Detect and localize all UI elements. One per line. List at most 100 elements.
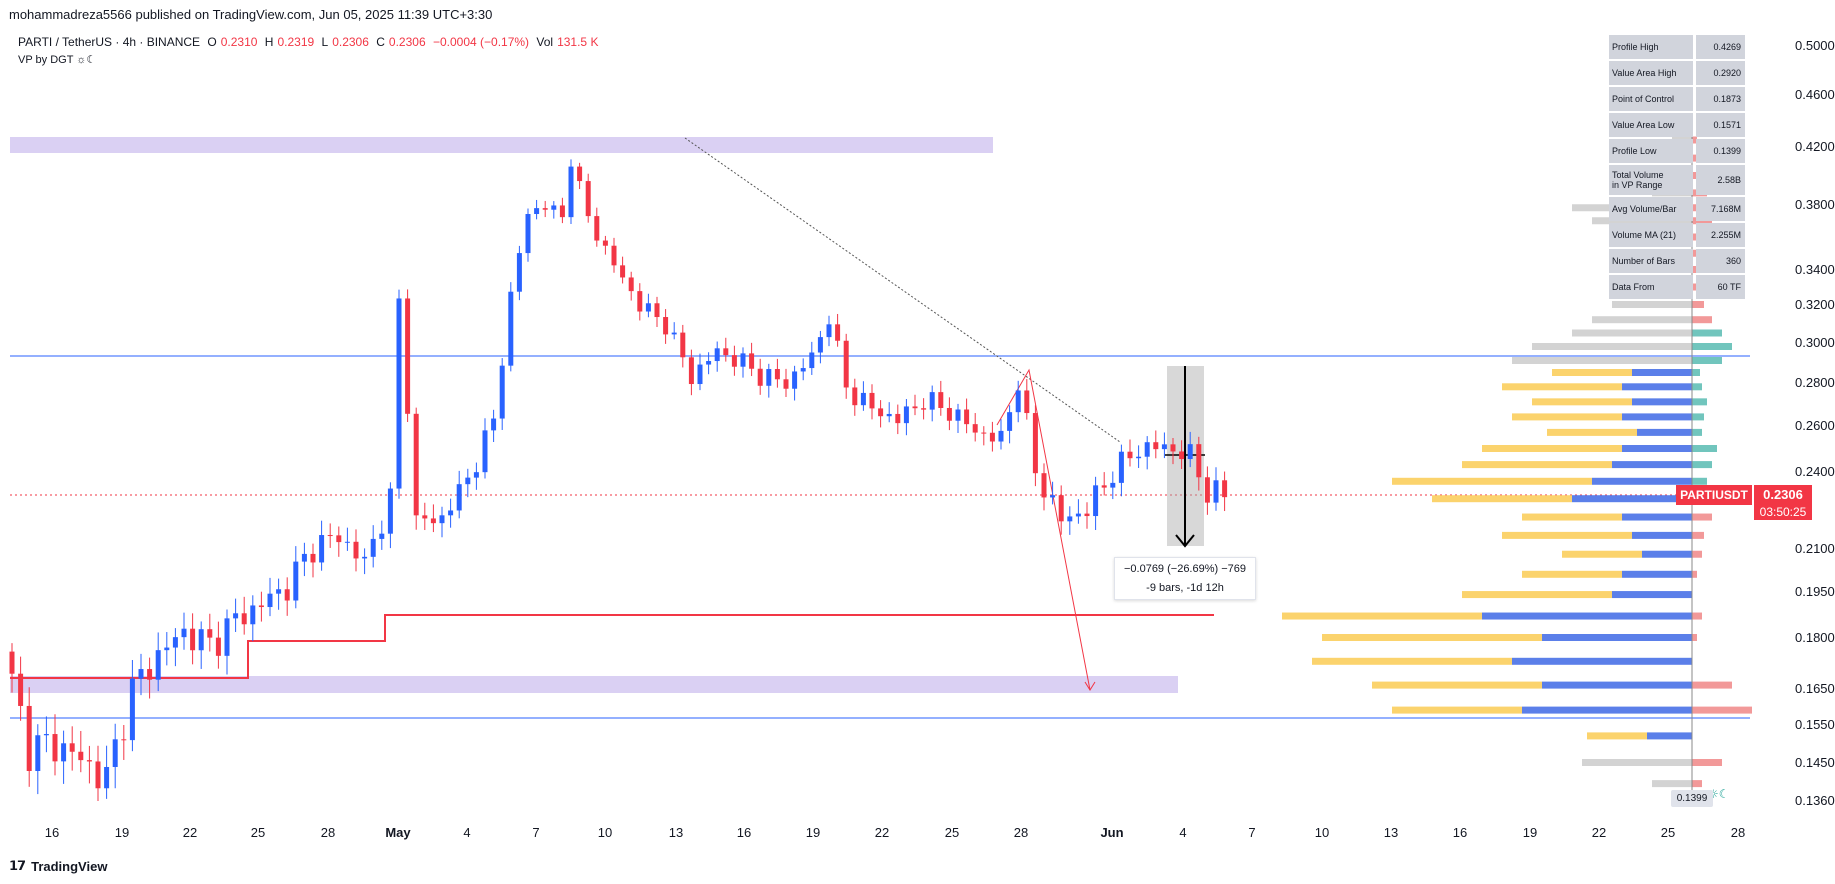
candle-body bbox=[620, 265, 626, 278]
candle-body bbox=[972, 424, 978, 433]
x-tick-label: 22 bbox=[875, 825, 889, 840]
vp-bar-yellow bbox=[1502, 383, 1622, 391]
candle-body bbox=[86, 760, 92, 762]
vp-bar-yellow bbox=[1462, 461, 1612, 469]
candle-body bbox=[9, 651, 15, 674]
x-tick-label: 28 bbox=[1014, 825, 1028, 840]
candle-body bbox=[413, 413, 419, 516]
vp-bar-blue bbox=[1622, 413, 1692, 421]
footer-text: TradingView bbox=[31, 858, 108, 874]
stat-row: Data From 60 TF bbox=[1609, 275, 1745, 299]
y-tick-label: 0.1360 bbox=[1795, 793, 1835, 808]
vp-bar-yellow bbox=[1552, 369, 1632, 376]
candle-body bbox=[929, 392, 935, 410]
candle-body bbox=[258, 605, 264, 608]
candle-body bbox=[895, 413, 901, 424]
candle-body bbox=[1084, 513, 1090, 517]
candle-body bbox=[215, 637, 221, 656]
x-tick-label: 7 bbox=[1248, 825, 1255, 840]
candle-body bbox=[284, 589, 290, 601]
x-tick-label: 22 bbox=[183, 825, 197, 840]
candle-body bbox=[628, 277, 634, 292]
stat-value: 0.1873 bbox=[1696, 87, 1745, 111]
high-label: H bbox=[264, 35, 274, 49]
candle-body bbox=[1213, 480, 1219, 503]
vp-bar-right bbox=[1692, 136, 1697, 144]
candle-body bbox=[310, 553, 316, 563]
x-tick-label: 19 bbox=[806, 825, 820, 840]
candle-body bbox=[198, 629, 204, 651]
candle-body bbox=[18, 673, 24, 706]
measure-tooltip: −0.0769 (−26.69%) −769 -9 bars, -1d 12h bbox=[1114, 557, 1256, 600]
candle-body bbox=[611, 245, 617, 266]
candle-body bbox=[439, 515, 445, 524]
candle-body bbox=[473, 472, 479, 478]
candle-body bbox=[293, 561, 299, 601]
vp-bar-blue bbox=[1612, 591, 1692, 599]
vp-bar-blue bbox=[1512, 657, 1692, 665]
candle-body bbox=[869, 392, 875, 409]
stat-key: Profile Low bbox=[1609, 139, 1693, 163]
candle-body bbox=[1196, 444, 1202, 478]
candle-body bbox=[1007, 412, 1013, 431]
stat-value: 0.1571 bbox=[1696, 113, 1745, 137]
stat-value: 360 bbox=[1696, 249, 1745, 273]
vp-bar-yellow bbox=[1282, 612, 1482, 620]
candle-body bbox=[241, 613, 247, 625]
y-tick-label: 0.5000 bbox=[1795, 38, 1835, 53]
vp-bar-blue bbox=[1622, 383, 1692, 391]
candle-body bbox=[585, 181, 591, 217]
vp-low-label: 0.1399 bbox=[1671, 790, 1713, 807]
vp-bar-right bbox=[1692, 301, 1704, 308]
vp-bar-right bbox=[1692, 477, 1707, 485]
candle-body bbox=[637, 291, 643, 312]
y-tick-label: 0.4600 bbox=[1795, 87, 1835, 102]
vp-bar-yellow bbox=[1372, 681, 1542, 689]
vp-bar-right bbox=[1692, 681, 1732, 689]
candle-body bbox=[344, 541, 350, 543]
x-tick-label: Jun bbox=[1100, 825, 1123, 840]
candle-body bbox=[826, 324, 832, 338]
candle-body bbox=[680, 332, 686, 358]
vp-bar-gray bbox=[1592, 316, 1692, 324]
vp-bar-right bbox=[1692, 428, 1702, 436]
x-tick-label: 7 bbox=[532, 825, 539, 840]
candle-body bbox=[706, 361, 712, 365]
x-tick-label: 28 bbox=[321, 825, 335, 840]
candle-body bbox=[26, 705, 32, 772]
candle-body bbox=[1067, 516, 1073, 522]
candle-body bbox=[1161, 444, 1167, 450]
footer-brand[interactable]: 𝟭𝟳 TradingView bbox=[9, 858, 107, 874]
candle-body bbox=[843, 340, 849, 388]
candle-body bbox=[525, 214, 531, 254]
candle-body bbox=[1170, 444, 1176, 452]
vp-bar-right bbox=[1692, 461, 1712, 469]
red-step-line bbox=[10, 614, 1214, 679]
vp-bar-blue bbox=[1647, 732, 1692, 740]
vp-bar-right bbox=[1692, 398, 1707, 406]
candle-body bbox=[1024, 390, 1030, 414]
vp-bar-blue bbox=[1637, 428, 1692, 436]
candle-body bbox=[353, 541, 359, 559]
indicator-legend[interactable]: VP by DGT ☼☾ bbox=[18, 54, 97, 66]
close-value: 0.2306 bbox=[388, 35, 426, 49]
badge-price: 0.2306 bbox=[1754, 485, 1812, 503]
symbol-name[interactable]: PARTI / TetherUS · 4h · BINANCE bbox=[18, 35, 201, 49]
stat-row: Total Volume in VP Range 2.58B bbox=[1609, 165, 1745, 195]
vp-bar-right bbox=[1692, 413, 1704, 421]
candle-body bbox=[276, 589, 282, 594]
candle-body bbox=[516, 253, 522, 292]
stat-row: Value Area Low 0.1571 bbox=[1609, 113, 1745, 137]
measure-bars: -9 bars, -1d 12h bbox=[1146, 582, 1224, 594]
candle-body bbox=[654, 303, 660, 318]
candle-body bbox=[998, 430, 1004, 442]
candle-body bbox=[1144, 442, 1150, 457]
measure-change: −0.0769 (−26.69%) −769 bbox=[1123, 563, 1246, 575]
support-zone bbox=[10, 676, 1178, 693]
y-tick-label: 0.1800 bbox=[1795, 630, 1835, 645]
stat-value: 60 TF bbox=[1696, 275, 1745, 299]
close-label: C bbox=[376, 35, 385, 49]
candle-body bbox=[448, 510, 454, 516]
candle-body bbox=[508, 291, 514, 366]
